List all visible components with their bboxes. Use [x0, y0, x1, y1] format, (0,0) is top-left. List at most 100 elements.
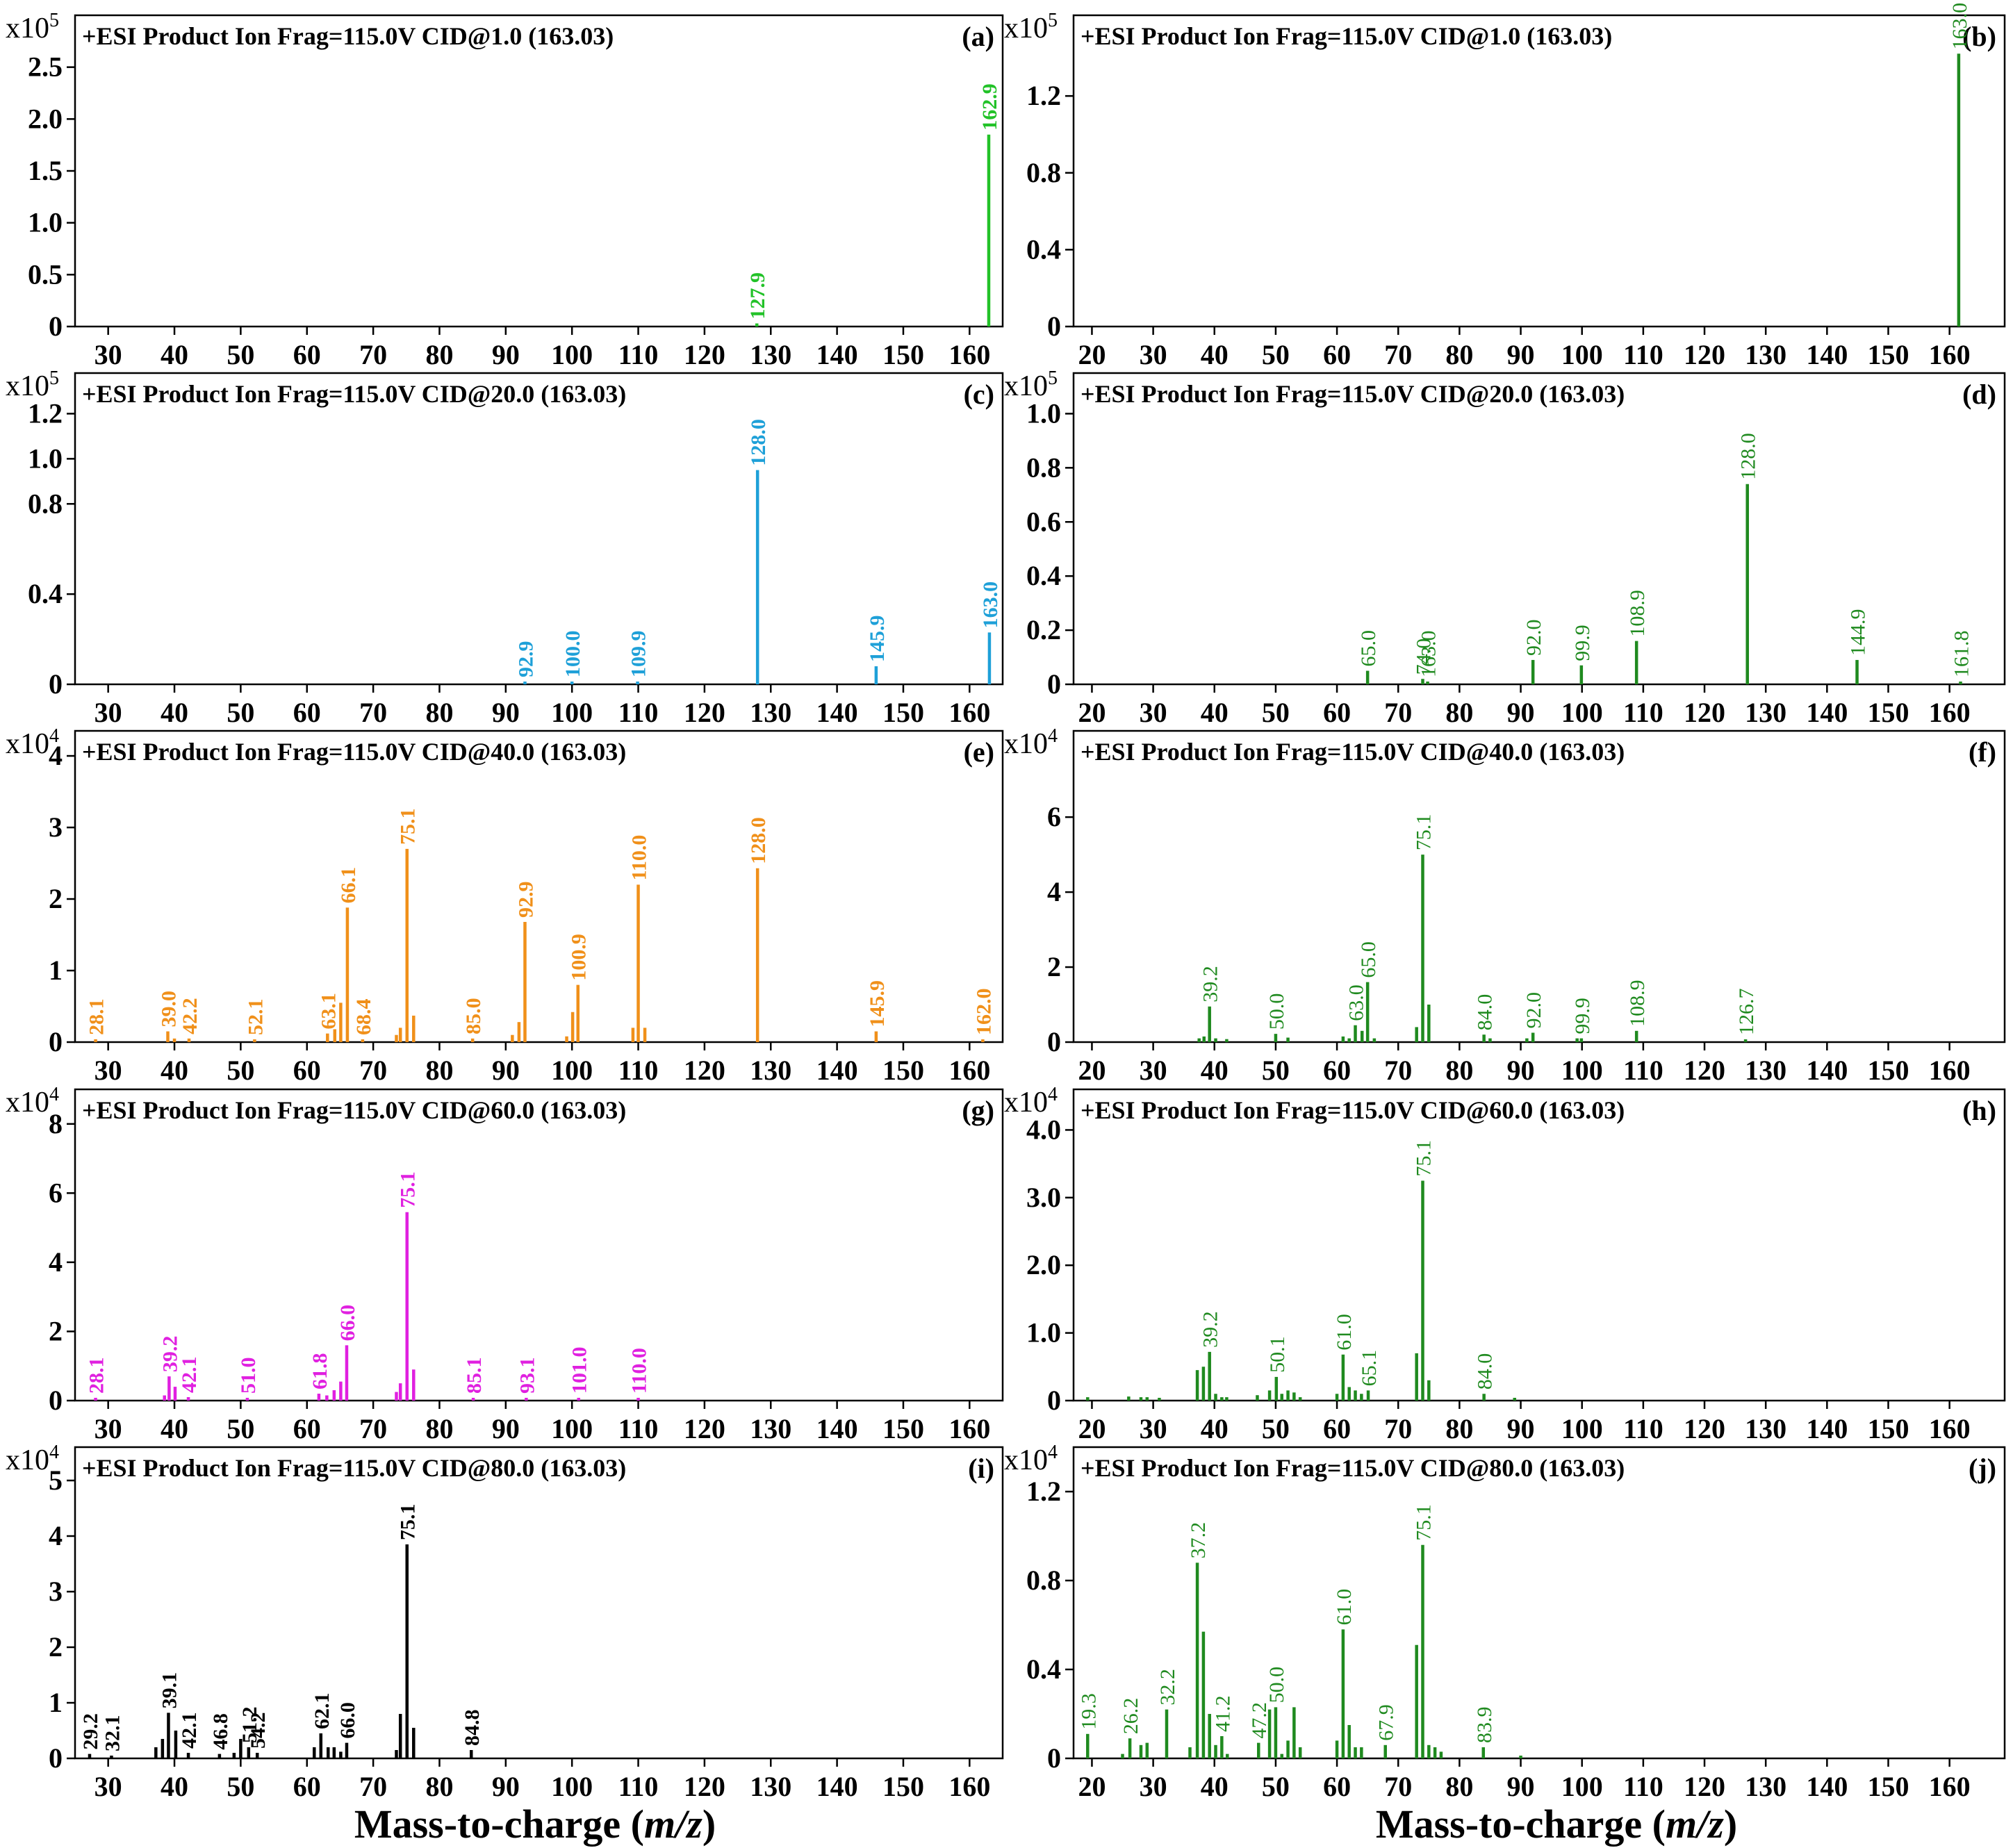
- panel-title: +ESI Product Ion Frag=115.0V CID@20.0 (1…: [1081, 380, 1625, 408]
- peak-label: 161.8: [1950, 631, 1973, 678]
- x-tick-label: 90: [492, 339, 520, 370]
- x-tick-label: 40: [1201, 1771, 1229, 1802]
- x-tick-label: 150: [882, 697, 924, 728]
- panel-title: +ESI Product Ion Frag=115.0V CID@80.0 (1…: [1081, 1454, 1625, 1482]
- x-tick-label: 60: [293, 339, 321, 370]
- intensity-scale-factor: x104: [6, 725, 59, 760]
- scale-base: x10: [6, 1444, 49, 1476]
- y-tick-label: 0.8: [1026, 157, 1061, 188]
- panel-title: +ESI Product Ion Frag=115.0V CID@20.0 (1…: [82, 380, 626, 408]
- plot-frame: [1072, 372, 2006, 686]
- scale-exponent: 4: [49, 1442, 59, 1463]
- x-tick-label: 160: [948, 1771, 990, 1802]
- right-x-axis-title-paren-close: ): [1724, 1801, 1737, 1847]
- x-tick-label: 30: [95, 697, 122, 728]
- peak-label: 32.1: [101, 1715, 124, 1752]
- x-tick-label: 50: [1262, 1413, 1290, 1444]
- peak-label: 85.0: [462, 998, 485, 1034]
- x-tick-label: 110: [618, 339, 659, 370]
- x-tick-label: 60: [1323, 1055, 1351, 1086]
- x-tick-label: 60: [1323, 339, 1351, 370]
- y-tick-label: 4: [1047, 876, 1061, 907]
- x-tick-label: 90: [492, 697, 520, 728]
- peak-label: 39.2: [1199, 1311, 1222, 1348]
- right-x-axis-title-unit: m/z: [1666, 1801, 1724, 1847]
- x-tick-label: 140: [1806, 1413, 1848, 1444]
- x-tick-label: 110: [618, 1771, 659, 1802]
- x-tick-label: 30: [1140, 1055, 1167, 1086]
- panel-letter: (f): [1969, 736, 1996, 768]
- peak-label: 101.0: [568, 1347, 591, 1394]
- y-tick-label: 0: [49, 668, 63, 700]
- x-tick-label: 100: [1561, 1771, 1603, 1802]
- peak-label: 42.1: [178, 1713, 201, 1749]
- x-tick-label: 60: [293, 1413, 321, 1444]
- peak-label: 37.2: [1187, 1522, 1210, 1559]
- x-tick-label: 40: [1201, 1413, 1229, 1444]
- y-tick-label: 1.0: [1026, 1317, 1061, 1348]
- x-tick-label: 100: [551, 1413, 593, 1444]
- x-tick-label: 130: [1745, 697, 1786, 728]
- peak-label: 67.9: [1375, 1704, 1398, 1741]
- peak-label: 63.0: [1345, 984, 1368, 1021]
- peak-label: 162.0: [972, 989, 995, 1036]
- x-tick-label: 120: [684, 339, 725, 370]
- peak-label: 108.9: [1626, 980, 1649, 1027]
- x-tick-label: 90: [1507, 1771, 1535, 1802]
- x-tick-label: 30: [1140, 1413, 1167, 1444]
- x-tick-label: 20: [1078, 1771, 1106, 1802]
- x-tick-label: 70: [1384, 697, 1412, 728]
- x-tick-label: 50: [227, 697, 254, 728]
- peak-label: 42.1: [178, 1357, 201, 1394]
- y-tick-label: 2.0: [28, 103, 63, 134]
- x-tick-label: 130: [750, 339, 791, 370]
- x-tick-label: 160: [1929, 1055, 1971, 1086]
- x-tick-label: 60: [293, 1055, 321, 1086]
- panel-letter: (b): [1962, 21, 1996, 52]
- intensity-scale-factor: x105: [1004, 368, 1058, 402]
- x-tick-label: 130: [750, 697, 791, 728]
- peak-label: 54.2: [247, 1713, 270, 1749]
- y-tick-label: 3.0: [1026, 1182, 1061, 1213]
- scale-base: x10: [1004, 370, 1048, 402]
- y-tick-label: 0.6: [1026, 506, 1061, 537]
- scale-base: x10: [1004, 13, 1048, 44]
- x-tick-label: 150: [1868, 697, 1909, 728]
- x-tick-label: 30: [1140, 1771, 1167, 1802]
- left-x-axis-title-unit: m/z: [644, 1801, 703, 1847]
- panel-letter: (i): [968, 1453, 994, 1484]
- x-tick-label: 130: [1745, 1055, 1786, 1086]
- y-tick-label: 5: [49, 1465, 63, 1496]
- plot-frame: [74, 372, 1004, 686]
- peak-label: 100.0: [561, 631, 584, 678]
- peak-label: 65.1: [1358, 1350, 1381, 1387]
- peak-label: 85.1: [463, 1358, 486, 1394]
- peak-label: 127.9: [746, 272, 769, 320]
- x-tick-label: 100: [1561, 1055, 1603, 1086]
- x-tick-label: 70: [359, 1771, 387, 1802]
- x-tick-label: 30: [1140, 697, 1167, 728]
- x-tick-label: 130: [1745, 339, 1786, 370]
- peak-label: 61.0: [1333, 1589, 1356, 1626]
- x-tick-label: 40: [161, 697, 188, 728]
- x-tick-label: 160: [1929, 339, 1971, 370]
- panel-letter: (c): [964, 379, 994, 410]
- y-tick-label: 2: [49, 883, 63, 914]
- peak-label: 26.2: [1119, 1698, 1142, 1735]
- x-tick-label: 70: [359, 1055, 387, 1086]
- x-tick-label: 50: [1262, 339, 1290, 370]
- x-tick-label: 150: [882, 1771, 924, 1802]
- x-tick-label: 130: [750, 1055, 791, 1086]
- x-tick-label: 40: [161, 1413, 188, 1444]
- peak-label: 47.2: [1248, 1702, 1271, 1739]
- peak-label: 162.9: [978, 83, 1001, 131]
- peak-label: 39.1: [158, 1672, 181, 1709]
- panel-letter: (d): [1962, 379, 1996, 410]
- scale-exponent: 4: [1048, 1084, 1058, 1105]
- spectrum-panel-f: 0 2 4 6 20 30 40 50 60 70 80 90 100 110 120 130 140 150 16…: [1004, 725, 2006, 1086]
- peak-label: 84.8: [461, 1710, 484, 1747]
- y-tick-label: 0: [49, 311, 63, 342]
- x-tick-label: 60: [293, 697, 321, 728]
- y-tick-label: 1.2: [1026, 1476, 1061, 1507]
- peak-label: 32.2: [1156, 1669, 1179, 1706]
